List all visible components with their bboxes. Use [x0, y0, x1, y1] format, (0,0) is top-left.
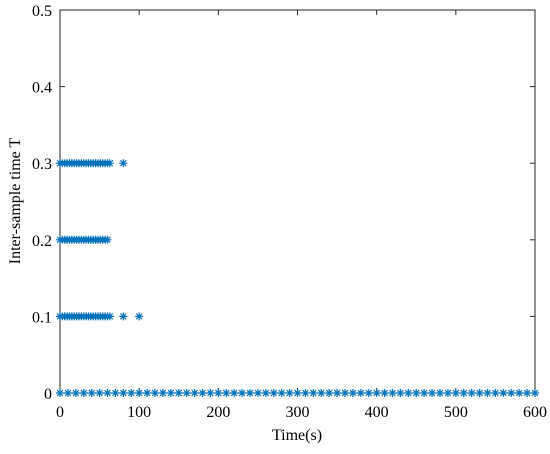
x-tick-label: 400 — [365, 404, 389, 421]
data-point — [214, 389, 223, 397]
data-point — [261, 389, 270, 397]
data-point — [309, 389, 318, 397]
data-point — [103, 235, 112, 244]
data-point — [301, 389, 310, 397]
data-point — [103, 389, 112, 397]
data-point — [436, 389, 444, 397]
data-point — [135, 312, 144, 321]
data-point — [499, 389, 508, 397]
data-point — [166, 389, 175, 397]
data-point — [222, 389, 231, 397]
data-point — [71, 389, 80, 397]
data-point — [412, 389, 421, 397]
data-point — [238, 389, 247, 397]
data-point — [348, 389, 357, 397]
y-tick-label: 0.4 — [32, 80, 52, 97]
data-point — [143, 389, 152, 397]
data-point — [119, 389, 128, 397]
y-tick-label: 0.5 — [32, 3, 52, 20]
data-point — [293, 389, 302, 397]
data-point — [135, 389, 144, 397]
data-point — [507, 389, 516, 397]
data-point — [198, 389, 207, 397]
data-point — [317, 389, 326, 397]
data-point — [341, 389, 349, 397]
data-point — [388, 389, 397, 397]
x-tick-label: 500 — [444, 404, 468, 421]
data-point — [356, 389, 365, 397]
data-point — [285, 389, 294, 397]
data-point — [190, 389, 199, 397]
data-point — [119, 312, 128, 321]
data-point — [483, 389, 492, 397]
y-tick-label: 0 — [44, 386, 52, 403]
data-point — [246, 389, 254, 397]
data-point — [380, 389, 389, 397]
x-tick-label: 600 — [523, 404, 547, 421]
data-point — [428, 389, 437, 397]
data-point — [111, 389, 120, 397]
data-point — [63, 389, 72, 397]
x-tick-label: 300 — [286, 404, 310, 421]
plot-frame — [59, 9, 536, 394]
data-point — [79, 389, 88, 397]
data-point — [158, 389, 167, 397]
data-point — [523, 389, 532, 397]
y-tick-label: 0.3 — [32, 156, 52, 173]
data-point — [269, 389, 278, 397]
data-point — [515, 389, 524, 397]
x-tick-label: 200 — [206, 404, 230, 421]
data-point — [127, 389, 136, 397]
y-tick-label: 0.2 — [32, 233, 52, 250]
x-axis-label: Time(s) — [272, 427, 322, 444]
data-point — [333, 389, 342, 397]
data-point — [151, 389, 159, 397]
data-point — [95, 389, 104, 397]
data-point — [475, 389, 484, 397]
data-point — [230, 389, 239, 397]
data-point — [105, 312, 114, 321]
data-point — [531, 389, 539, 397]
x-tick-label: 0 — [56, 404, 64, 421]
data-point — [459, 389, 468, 397]
data-point — [372, 389, 381, 397]
data-point — [364, 389, 373, 397]
data-point — [325, 389, 334, 397]
data-point — [451, 389, 460, 397]
x-tick-label: 100 — [127, 404, 151, 421]
data-point — [119, 159, 128, 168]
y-axis-label: Inter-sample time T — [7, 138, 24, 265]
data-point — [467, 389, 476, 397]
data-point — [277, 389, 286, 397]
y-tick-label: 0.1 — [32, 309, 52, 326]
data-point — [420, 389, 429, 397]
data-point — [206, 389, 215, 397]
data-point — [491, 389, 500, 397]
data-point — [87, 389, 96, 397]
data-point — [396, 389, 405, 397]
data-point — [56, 389, 64, 397]
data-point — [182, 389, 191, 397]
data-point — [443, 389, 452, 397]
data-point — [174, 389, 183, 397]
data-point — [105, 159, 114, 168]
data-point — [253, 389, 262, 397]
data-point — [404, 389, 413, 397]
